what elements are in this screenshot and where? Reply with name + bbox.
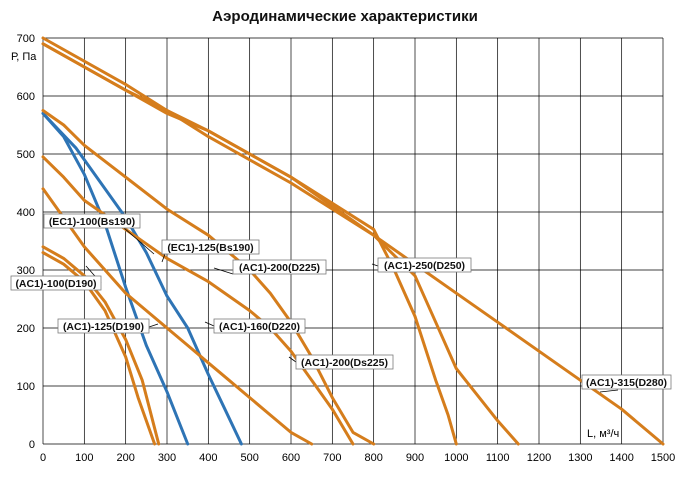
callout-label-4: (AC1)-100(D190) bbox=[15, 278, 96, 290]
x-tick-label: 1100 bbox=[486, 452, 510, 464]
series-line-7 bbox=[41, 42, 520, 446]
callout-leader-6 bbox=[204, 321, 215, 327]
callout-box-5 bbox=[57, 318, 150, 334]
callout-box-8 bbox=[581, 374, 672, 390]
x-tick-label: 1500 bbox=[651, 452, 675, 464]
callout-box-1 bbox=[161, 239, 260, 255]
y-axis-label: Р, Па bbox=[11, 51, 37, 63]
y-tick-label: 100 bbox=[17, 381, 35, 393]
callout-box-4 bbox=[10, 275, 102, 291]
series-line-4 bbox=[41, 187, 314, 446]
x-tick-label: 200 bbox=[116, 452, 134, 464]
x-tick-label: 700 bbox=[323, 452, 341, 464]
y-tick-label: 500 bbox=[17, 149, 35, 161]
y-tick-label: 700 bbox=[17, 33, 35, 45]
callout-box-3 bbox=[377, 257, 472, 273]
callout-box-2 bbox=[232, 259, 327, 275]
y-tick-label: 0 bbox=[29, 439, 35, 451]
x-axis-label: L, м³/ч bbox=[587, 428, 619, 440]
x-tick-label: 1200 bbox=[527, 452, 551, 464]
x-tick-label: 800 bbox=[364, 452, 382, 464]
chart-title: Аэродинамические характеристики bbox=[212, 8, 478, 25]
y-tick-label: 600 bbox=[17, 91, 35, 103]
callout-label-8: (AC1)-315(D280) bbox=[586, 377, 667, 389]
callout-label-6: (AC1)-160(D220) bbox=[219, 321, 300, 333]
callout-label-5: (AC1)-125(D190) bbox=[63, 321, 144, 333]
callout-box-6 bbox=[213, 318, 306, 334]
x-tick-label: 500 bbox=[240, 452, 258, 464]
x-tick-label: 1300 bbox=[568, 452, 592, 464]
series-line-0 bbox=[41, 245, 161, 446]
x-tick-label: 1000 bbox=[444, 452, 468, 464]
y-tick-label: 200 bbox=[17, 323, 35, 335]
callout-leader-5 bbox=[148, 323, 159, 328]
callout-label-0: (EC1)-100(Bs190) bbox=[49, 216, 135, 228]
x-tick-label: 300 bbox=[158, 452, 176, 464]
callout-box-0 bbox=[43, 213, 141, 229]
callout-leader-3 bbox=[371, 263, 379, 267]
callout-leader-8 bbox=[599, 389, 619, 393]
y-tick-label: 300 bbox=[17, 265, 35, 277]
callout-label-1: (EC1)-125(Bs190) bbox=[167, 242, 253, 254]
callout-label-2: (AC1)-200(D225) bbox=[239, 262, 320, 274]
x-tick-label: 400 bbox=[199, 452, 217, 464]
x-tick-label: 0 bbox=[40, 452, 46, 464]
series-line-2 bbox=[41, 111, 190, 446]
x-tick-label: 900 bbox=[406, 452, 424, 464]
y-tick-label: 400 bbox=[17, 207, 35, 219]
callout-leader-1 bbox=[161, 253, 166, 263]
series-line-3 bbox=[41, 111, 243, 446]
callout-label-7: (AC1)-200(Ds225) bbox=[301, 357, 388, 369]
x-tick-label: 600 bbox=[282, 452, 300, 464]
callout-leader-0 bbox=[123, 227, 155, 255]
callout-box-7 bbox=[295, 354, 394, 370]
series-line-1 bbox=[41, 251, 157, 446]
series-line-9 bbox=[41, 36, 665, 446]
callout-leader-2 bbox=[213, 267, 234, 275]
x-tick-label: 1400 bbox=[609, 452, 633, 464]
callout-leader-7 bbox=[288, 356, 297, 363]
series-line-6 bbox=[41, 155, 355, 446]
x-tick-label: 100 bbox=[75, 452, 93, 464]
callout-label-3: (AC1)-250(D250) bbox=[384, 260, 465, 272]
